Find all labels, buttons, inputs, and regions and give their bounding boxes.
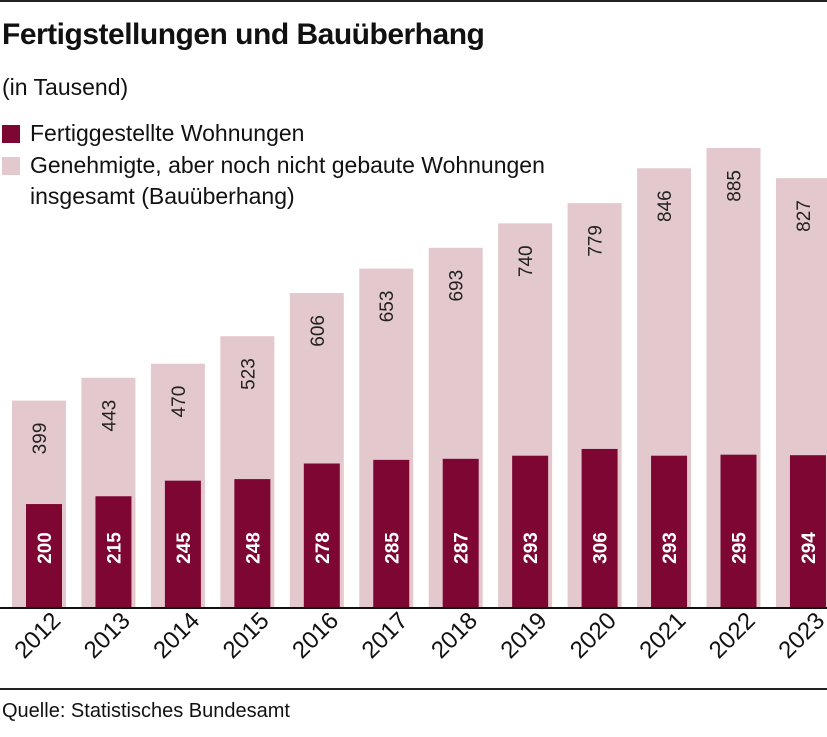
backlog-value-label: 779	[586, 225, 607, 257]
bar-chart: 399 200 2012 443 215 2013 470 245 2014 523 248 2015…	[0, 148, 827, 664]
completed-value-label: 294	[799, 532, 820, 564]
completed-bar	[789, 455, 826, 608]
backlog-value-label: 846	[655, 190, 676, 222]
x-tick-label: 2023	[773, 607, 827, 664]
completed-bar	[164, 480, 201, 608]
completed-value-label: 245	[174, 532, 195, 564]
completed-bar	[373, 459, 410, 608]
completed-bar	[303, 463, 340, 608]
source-note: Quelle: Statistisches Bundesamt	[2, 700, 290, 722]
legend-swatch-completed	[2, 125, 20, 143]
x-tick-label: 2014	[148, 607, 205, 664]
completed-bar	[26, 504, 62, 608]
legend-label-completed: Fertiggestellte Wohnungen	[30, 120, 305, 146]
legend-label-backlog: Genehmigte, aber noch nicht gebaute Wohn…	[30, 152, 545, 209]
completed-bar	[442, 458, 479, 608]
x-tick-label: 2019	[496, 607, 553, 664]
x-tick-label: 2015	[218, 607, 275, 664]
completed-value-label: 200	[35, 532, 56, 564]
x-tick-label: 2012	[9, 607, 66, 664]
x-tick-label: 2016	[287, 607, 344, 664]
completed-value-label: 306	[591, 532, 612, 564]
backlog-value-label: 653	[377, 291, 398, 323]
x-tick-label: 2022	[704, 607, 761, 664]
completed-value-label: 287	[452, 532, 473, 564]
completed-bar	[720, 454, 757, 608]
completed-value-label: 285	[382, 532, 403, 564]
legend-item-completed: Fertiggestellte Wohnungen	[2, 118, 642, 149]
legend-swatch-backlog	[2, 157, 20, 175]
backlog-value-label: 740	[516, 245, 537, 277]
backlog-value-label: 399	[30, 423, 51, 455]
backlog-value-label: 443	[99, 400, 120, 432]
bottom-rule	[0, 688, 827, 690]
completed-value-label: 278	[313, 532, 334, 564]
x-tick-label: 2018	[426, 607, 483, 664]
x-tick-label: 2017	[357, 607, 414, 664]
x-tick-label: 2020	[565, 607, 622, 664]
top-rule	[0, 0, 827, 2]
backlog-value-label: 523	[238, 358, 259, 390]
backlog-value-label: 827	[794, 200, 815, 232]
x-tick-label: 2021	[634, 607, 691, 664]
completed-value-label: 248	[243, 532, 264, 564]
completed-value-label: 293	[660, 532, 681, 564]
chart-subtitle: (in Tausend)	[2, 74, 129, 100]
completed-value-label: 295	[730, 532, 751, 564]
backlog-value-label: 470	[169, 386, 190, 418]
chart-title: Fertigstellungen und Bauüberhang	[2, 18, 485, 51]
backlog-value-label: 606	[308, 315, 329, 347]
completed-bar	[234, 479, 271, 608]
completed-bar	[95, 496, 132, 608]
legend-item-backlog: Genehmigte, aber noch nicht gebaute Wohn…	[2, 150, 642, 212]
legend: Fertiggestellte Wohnungen Genehmigte, ab…	[2, 118, 642, 213]
completed-bar	[512, 455, 549, 608]
completed-value-label: 293	[521, 532, 542, 564]
backlog-value-label: 693	[447, 270, 468, 302]
x-tick-label: 2013	[79, 607, 136, 664]
backlog-value-label: 885	[725, 170, 746, 202]
completed-bar	[581, 448, 618, 608]
completed-value-label: 215	[104, 532, 125, 564]
completed-bar	[651, 455, 688, 608]
